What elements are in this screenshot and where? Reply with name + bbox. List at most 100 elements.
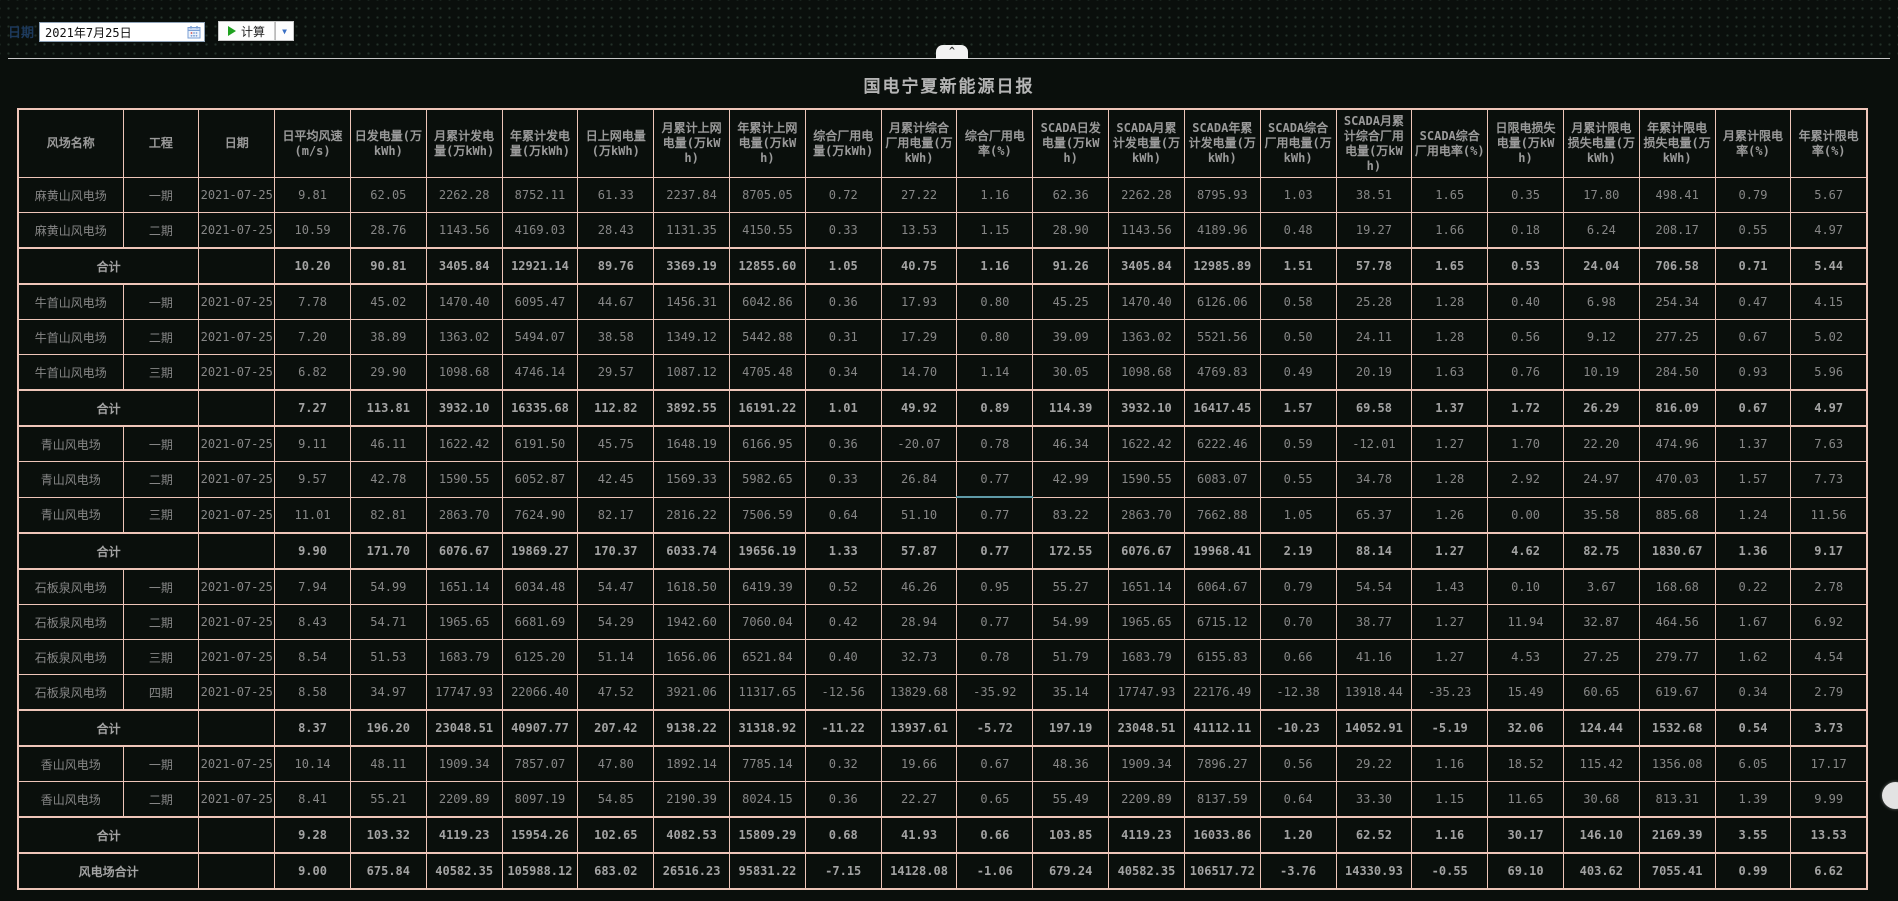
value-cell[interactable]: 54.47 [577, 568, 655, 605]
value-cell[interactable]: 69.58 [1335, 389, 1413, 427]
value-cell[interactable]: 4746.14 [501, 354, 579, 391]
value-cell[interactable]: 207.42 [577, 709, 655, 747]
value-cell[interactable]: -20.07 [880, 425, 958, 462]
value-cell[interactable]: 19869.27 [501, 532, 579, 570]
value-cell[interactable]: 57.87 [880, 532, 958, 570]
date-cell[interactable] [198, 389, 276, 427]
value-cell[interactable]: 6166.95 [729, 425, 806, 462]
farm-name-cell[interactable]: 牛首山风电场 [17, 283, 124, 320]
value-cell[interactable]: 4150.55 [729, 212, 806, 249]
value-cell[interactable]: 277.25 [1638, 319, 1716, 355]
value-cell[interactable]: 46.34 [1032, 425, 1110, 462]
value-cell[interactable]: 26.84 [880, 461, 958, 498]
collapse-panel-tab[interactable]: ^ [936, 45, 968, 59]
value-cell[interactable]: 42.78 [349, 461, 427, 498]
value-cell[interactable]: 6034.48 [501, 568, 579, 605]
value-cell[interactable]: 1.72 [1487, 389, 1564, 427]
value-cell[interactable]: -11.22 [804, 709, 882, 747]
value-cell[interactable]: 6042.86 [729, 283, 806, 320]
value-cell[interactable]: 2863.70 [1108, 496, 1185, 534]
date-cell[interactable] [198, 852, 276, 890]
phase-cell[interactable]: 二期 [122, 461, 200, 498]
value-cell[interactable]: 82.17 [577, 496, 655, 534]
value-cell[interactable]: 105988.12 [501, 852, 579, 890]
value-cell[interactable]: 69.10 [1487, 852, 1564, 890]
value-cell[interactable]: 0.31 [804, 319, 882, 355]
value-cell[interactable]: 0.33 [804, 461, 882, 498]
value-cell[interactable]: 1470.40 [425, 283, 503, 320]
value-cell[interactable]: 0.77 [956, 532, 1034, 570]
value-cell[interactable]: 0.66 [956, 816, 1034, 854]
value-cell[interactable]: 47.80 [577, 745, 655, 782]
value-cell[interactable]: 11.56 [1790, 496, 1868, 534]
value-cell[interactable]: 54.54 [1335, 568, 1413, 605]
value-cell[interactable]: 1098.68 [1108, 354, 1185, 391]
value-cell[interactable]: 3.67 [1562, 568, 1640, 605]
value-cell[interactable]: 1363.02 [1108, 319, 1185, 355]
value-cell[interactable]: 1909.34 [1108, 745, 1185, 782]
value-cell[interactable]: 5442.88 [729, 319, 806, 355]
value-cell[interactable]: 1.01 [804, 389, 882, 427]
value-cell[interactable]: 24.04 [1562, 247, 1640, 285]
value-cell[interactable]: 6.05 [1714, 745, 1792, 782]
value-cell[interactable]: 6419.39 [729, 568, 806, 605]
value-cell[interactable]: 54.71 [349, 604, 427, 640]
value-cell[interactable]: 1590.55 [1108, 461, 1185, 498]
farm-name-cell[interactable]: 香山风电场 [17, 745, 124, 782]
value-cell[interactable]: 7624.90 [501, 496, 579, 534]
value-cell[interactable]: 816.09 [1638, 389, 1716, 427]
value-cell[interactable]: 5494.07 [501, 319, 579, 355]
value-cell[interactable]: 24.97 [1562, 461, 1640, 498]
value-cell[interactable]: 0.80 [956, 283, 1034, 320]
value-cell[interactable]: 54.29 [577, 604, 655, 640]
value-cell[interactable]: 102.65 [577, 816, 655, 854]
value-cell[interactable]: 0.65 [956, 781, 1034, 818]
value-cell[interactable]: 40582.35 [1108, 852, 1185, 890]
value-cell[interactable]: 1.26 [1411, 496, 1489, 534]
total-label-cell[interactable]: 合计 [17, 709, 200, 747]
value-cell[interactable]: 82.75 [1562, 532, 1640, 570]
value-cell[interactable]: 106517.72 [1183, 852, 1261, 890]
date-cell[interactable]: 2021-07-25 [198, 568, 276, 605]
value-cell[interactable]: 38.89 [349, 319, 427, 355]
value-cell[interactable]: 29.57 [577, 354, 655, 391]
value-cell[interactable]: -1.06 [956, 852, 1034, 890]
value-cell[interactable]: 23048.51 [1108, 709, 1185, 747]
value-cell[interactable]: -7.15 [804, 852, 882, 890]
value-cell[interactable]: 2.19 [1259, 532, 1337, 570]
value-cell[interactable]: 14330.93 [1335, 852, 1413, 890]
value-cell[interactable]: 82.81 [349, 496, 427, 534]
value-cell[interactable]: 196.20 [349, 709, 427, 747]
value-cell[interactable]: 7060.04 [729, 604, 806, 640]
value-cell[interactable]: 683.02 [577, 852, 655, 890]
value-cell[interactable]: 0.77 [956, 604, 1034, 640]
value-cell[interactable]: 1.05 [804, 247, 882, 285]
value-cell[interactable]: 6076.67 [1108, 532, 1185, 570]
value-cell[interactable]: 0.47 [1714, 283, 1792, 320]
value-cell[interactable]: 5.96 [1790, 354, 1868, 391]
value-cell[interactable]: 8752.11 [501, 177, 579, 213]
value-cell[interactable]: 8795.93 [1183, 177, 1261, 213]
value-cell[interactable]: 1651.14 [1108, 568, 1185, 605]
value-cell[interactable]: 17.29 [880, 319, 958, 355]
value-cell[interactable]: 4.15 [1790, 283, 1868, 320]
value-cell[interactable]: 1909.34 [425, 745, 503, 782]
date-cell[interactable]: 2021-07-25 [198, 283, 276, 320]
phase-cell[interactable]: 三期 [122, 496, 200, 534]
value-cell[interactable]: 13.53 [1790, 816, 1868, 854]
value-cell[interactable]: 12855.60 [729, 247, 806, 285]
value-cell[interactable]: 7785.14 [729, 745, 806, 782]
value-cell[interactable]: 0.68 [804, 816, 882, 854]
value-cell[interactable]: 35.14 [1032, 674, 1110, 711]
value-cell[interactable]: 14128.08 [880, 852, 958, 890]
value-cell[interactable]: 706.58 [1638, 247, 1716, 285]
value-cell[interactable]: 28.94 [880, 604, 958, 640]
value-cell[interactable]: 1356.08 [1638, 745, 1716, 782]
date-cell[interactable]: 2021-07-25 [198, 425, 276, 462]
value-cell[interactable]: 8.37 [274, 709, 351, 747]
value-cell[interactable]: 30.68 [1562, 781, 1640, 818]
value-cell[interactable]: 88.14 [1335, 532, 1413, 570]
value-cell[interactable]: 0.72 [804, 177, 882, 213]
value-cell[interactable]: 3.55 [1714, 816, 1792, 854]
value-cell[interactable]: 0.56 [1487, 319, 1564, 355]
